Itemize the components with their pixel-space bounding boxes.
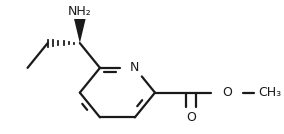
Text: N: N xyxy=(130,61,139,74)
Text: NH₂: NH₂ xyxy=(68,5,92,18)
Polygon shape xyxy=(74,18,86,43)
Text: CH₃: CH₃ xyxy=(258,86,281,99)
Text: O: O xyxy=(222,86,232,99)
Text: O: O xyxy=(186,111,196,124)
